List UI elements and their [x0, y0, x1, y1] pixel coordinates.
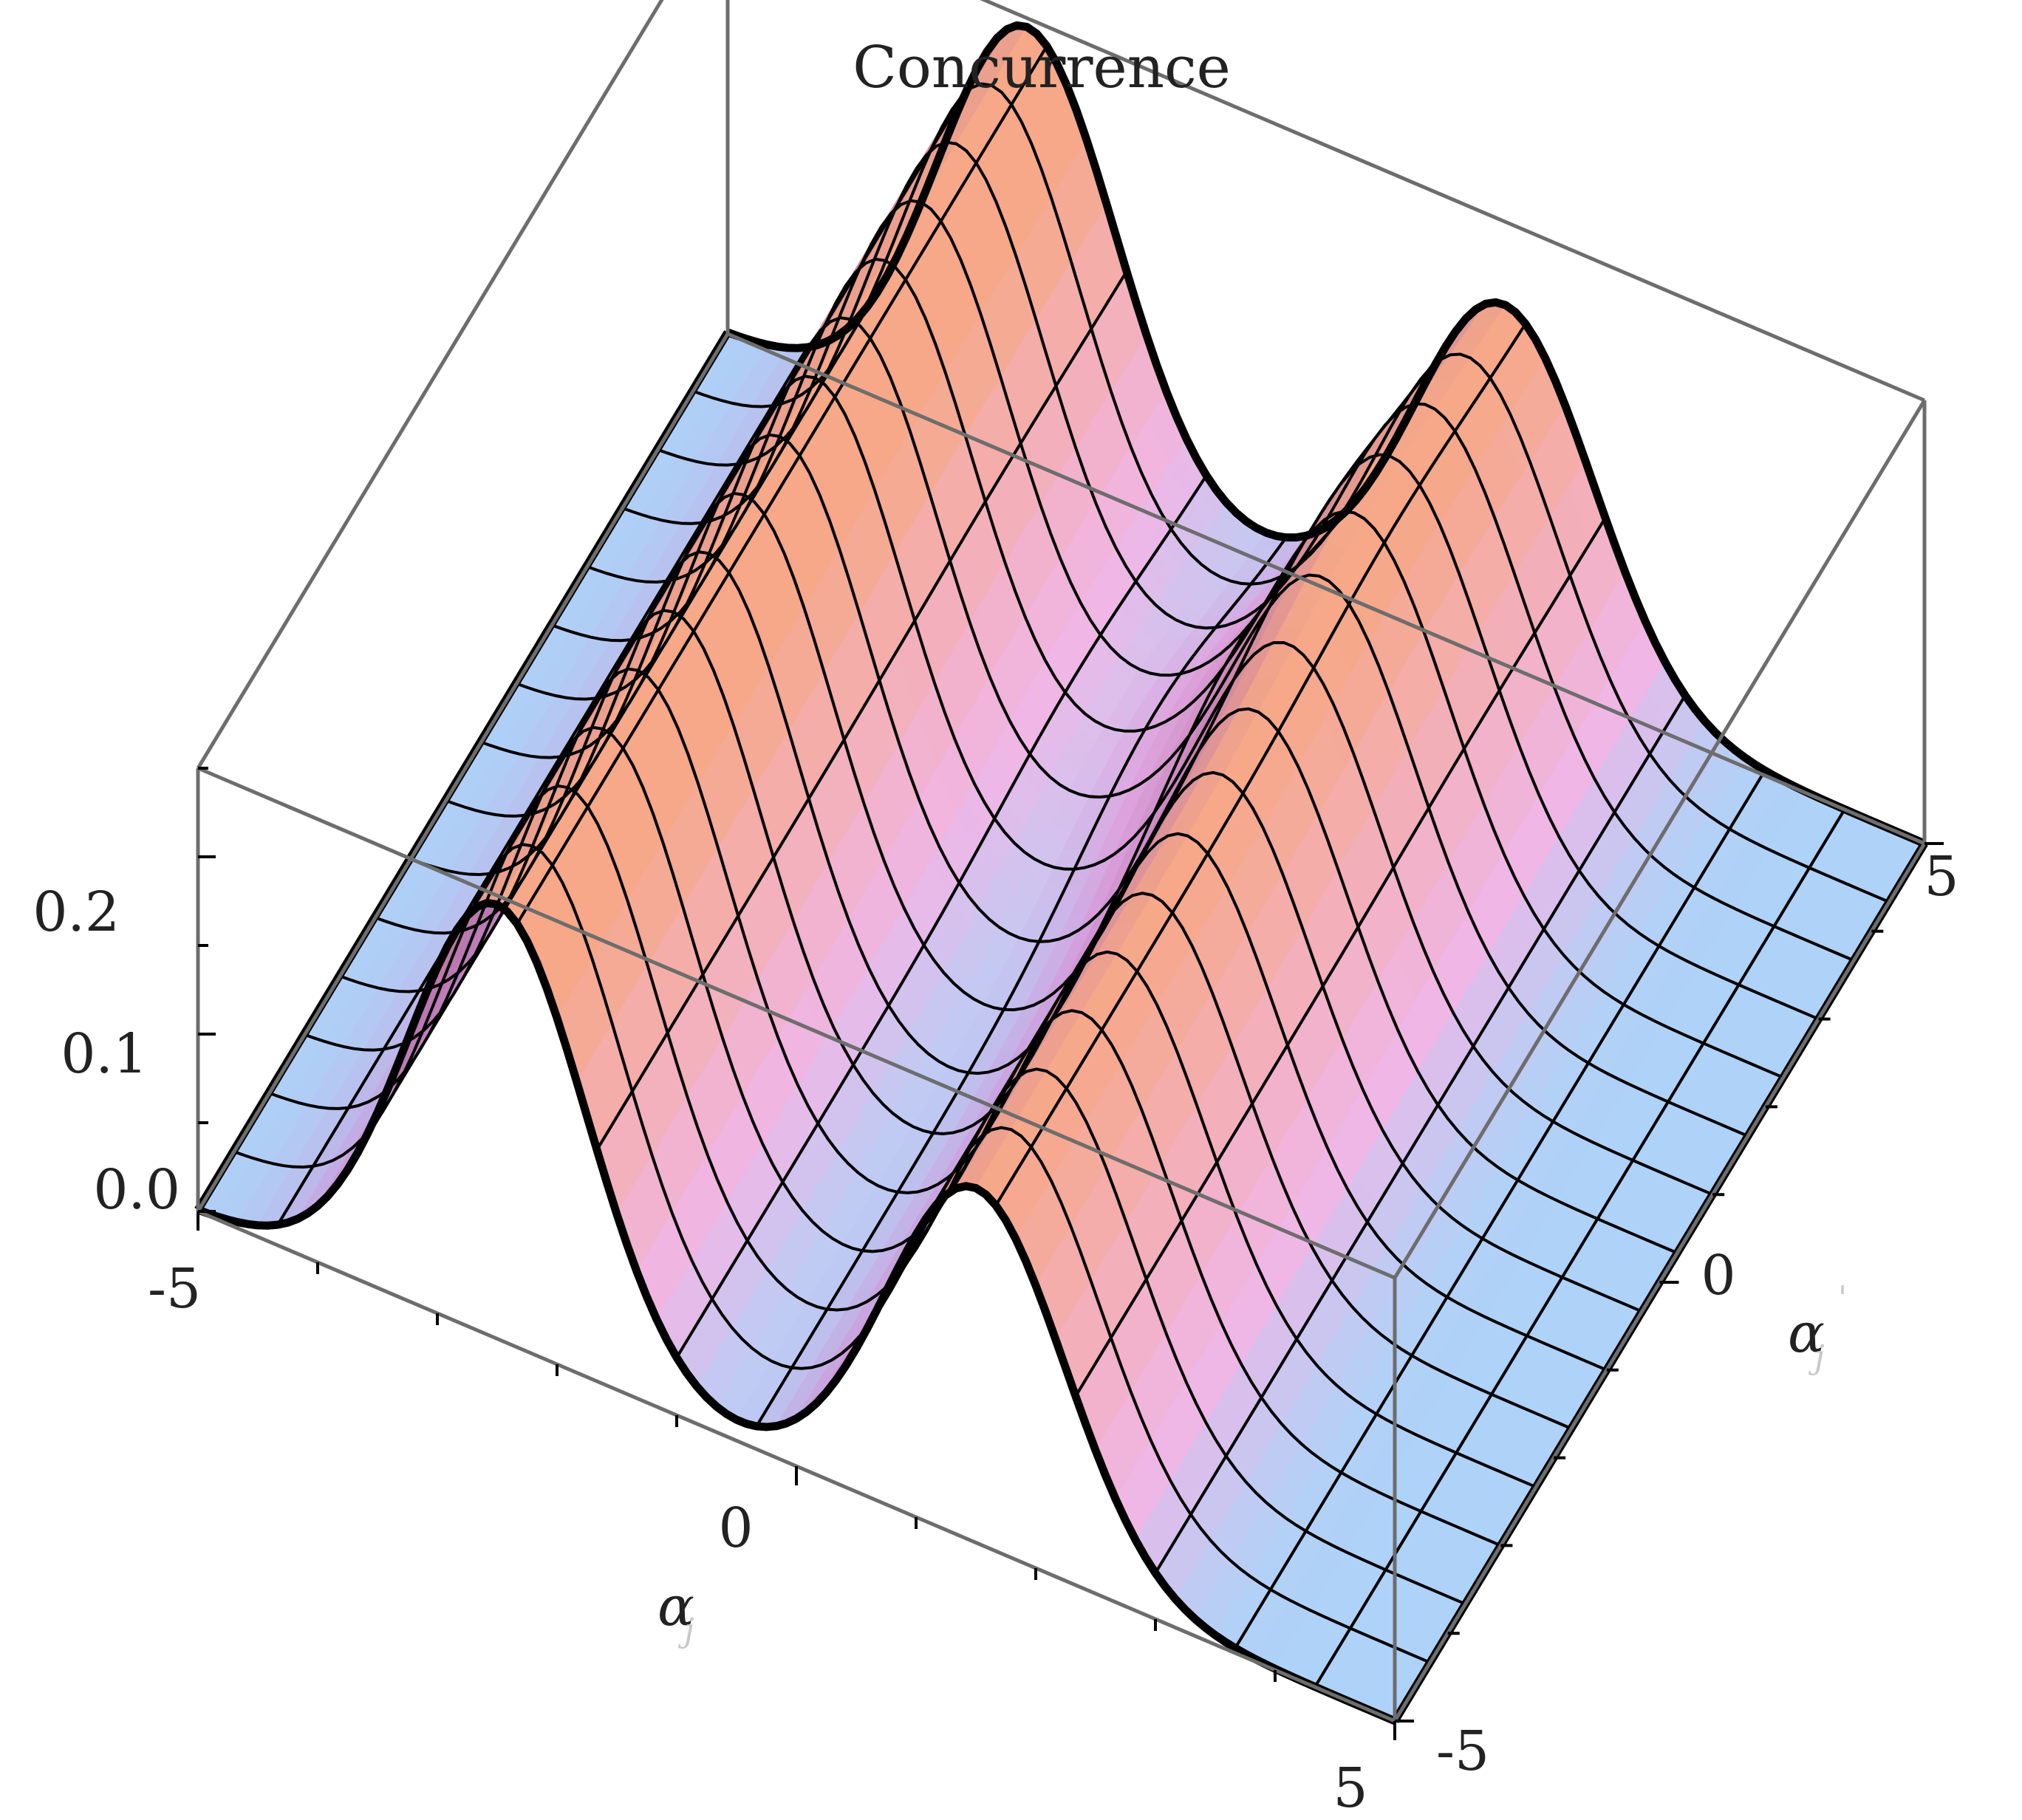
bounding-box	[196, 0, 1927, 1723]
mesh-line-y	[595, 270, 1128, 1151]
mesh-line-y	[675, 474, 1208, 1358]
box-edge-top	[197, 766, 1396, 1280]
z-tick-0.2: 0.2	[33, 880, 120, 944]
x-tick-0: 0	[718, 1496, 753, 1560]
mesh-line-y	[994, 323, 1527, 1206]
mesh-line-x	[303, 725, 1502, 1547]
box-edge-bottom	[727, 332, 1925, 846]
mesh-line-x	[409, 550, 1608, 1372]
y-axis-label: α j '	[1788, 1279, 1847, 1376]
chart-title: Concurrence	[853, 35, 1231, 101]
mesh-line-x	[338, 667, 1537, 1489]
mesh-line-y	[356, 274, 889, 1154]
svg-text:α: α	[1788, 1301, 1825, 1365]
mesh-line-x	[621, 199, 1820, 1021]
mesh-line-x	[550, 316, 1749, 1138]
mesh-line-y	[755, 536, 1288, 1427]
mesh-line-x	[479, 433, 1678, 1255]
mesh-line-y	[1154, 694, 1687, 1574]
svg-text:': '	[1838, 1279, 1847, 1317]
mesh-line-y	[276, 346, 809, 1226]
mesh-line-x	[515, 374, 1713, 1197]
box-edge-top	[980, 0, 1925, 403]
mesh-line-x	[656, 140, 1855, 962]
x-axis-label: α j	[658, 1575, 694, 1649]
mesh-line-x	[691, 82, 1890, 904]
x-tick-minus5: -5	[148, 1257, 201, 1321]
box-edge-bottom	[196, 332, 730, 1213]
mesh-line-x	[586, 257, 1784, 1079]
mesh-line-x	[374, 609, 1572, 1430]
axis-ticks	[197, 767, 1944, 1740]
y-tick-5: 5	[1924, 845, 1958, 909]
mesh-line-y	[516, 45, 1048, 925]
svg-text:α: α	[658, 1575, 694, 1638]
surface-edge	[726, 21, 1927, 848]
mesh-line-x	[267, 784, 1466, 1606]
box-edge-top	[1393, 399, 1927, 1279]
surface-edge	[197, 898, 1397, 1725]
mesh-line-y	[915, 345, 1447, 1236]
y-tick-minus5: -5	[1436, 1720, 1489, 1783]
mesh-line-y	[1074, 517, 1607, 1398]
z-tick-0.1: 0.1	[61, 1022, 148, 1086]
box-edge-top	[196, 0, 664, 770]
z-tick-0.0: 0.0	[93, 1158, 180, 1222]
x-tick-5: 5	[1333, 1756, 1367, 1820]
mesh-line-y	[436, 89, 969, 968]
y-tick-0: 0	[1701, 1244, 1735, 1307]
mesh-line-x	[233, 843, 1431, 1664]
mesh-line-y	[1234, 770, 1766, 1649]
mesh-line-x	[444, 491, 1643, 1313]
mesh-line-y	[1314, 808, 1846, 1688]
